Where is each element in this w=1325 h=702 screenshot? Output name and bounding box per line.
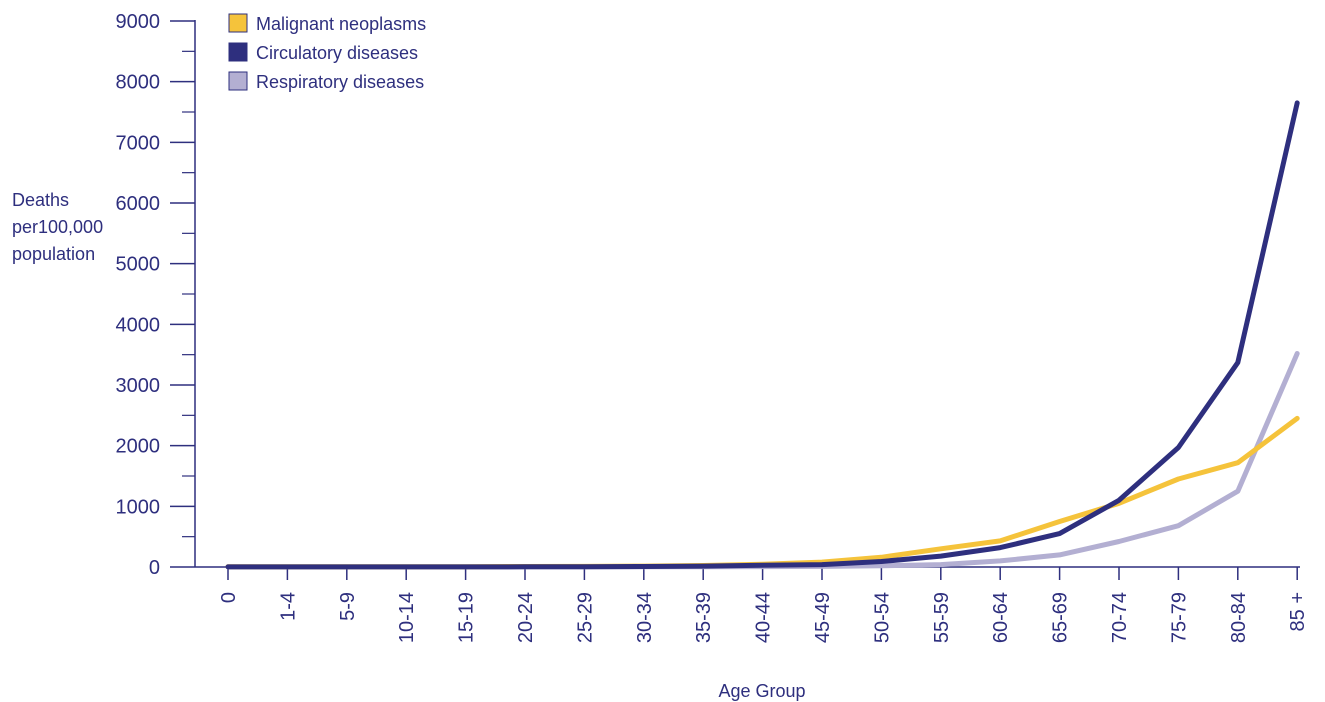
x-tick-label: 10-14 [396,592,418,643]
y-tick-label: 8000 [116,72,161,94]
x-tick-label: 80-84 [1228,592,1250,643]
legend-swatch-circulatory-diseases [228,42,248,62]
x-tick-label: 75-79 [1168,592,1190,643]
y-axis-title-line-1: Deaths [12,190,69,210]
x-tick-label: 1-4 [277,592,299,621]
series-lines [225,100,1300,570]
x-tick-label: 20-24 [515,592,537,643]
x-tick-label: 5-9 [337,592,359,621]
y-tick-label: 6000 [116,193,161,215]
y-tick-label: 0 [149,557,160,579]
x-tick-label: 55-59 [931,592,953,643]
legend-label-malignant-neoplasms: Malignant neoplasms [256,14,426,34]
x-tick-label: 35-39 [693,592,715,643]
x-tick-label: 65-69 [1050,592,1072,643]
y-tick-label: 3000 [116,375,161,397]
x-axis-title: Age Group [718,681,805,701]
y-tick-label: 9000 [116,11,161,33]
x-tick-label: 0 [218,592,240,603]
x-tick-label: 85 + [1287,592,1309,631]
x-axis: 0 1-4 5-9 10-14 15-19 20-24 25-29 30-34 35-39 40-… [195,566,1309,643]
y-tick-label: 2000 [116,436,161,458]
legend-label-respiratory-diseases: Respiratory diseases [256,72,424,92]
y-tick-label: 5000 [116,254,161,276]
y-tick-label: 7000 [116,132,161,154]
legend: Malignant neoplasms Circulatory diseases… [228,13,426,92]
x-tick-label: 30-34 [634,592,656,643]
x-ticks: 0 1-4 5-9 10-14 15-19 20-24 25-29 30-34 35-39 40-… [218,567,1309,643]
x-tick-label: 50-54 [871,592,893,643]
y-axis-title-line-3: population [12,244,95,264]
legend-swatch-respiratory-diseases [228,71,248,91]
series-line-respiratory-diseases [225,351,1300,570]
x-tick-label: 40-44 [753,592,775,643]
x-tick-label: 70-74 [1109,592,1131,643]
x-tick-label: 15-19 [456,592,478,643]
legend-label-circulatory-diseases: Circulatory diseases [256,43,418,63]
y-ticks: 0 1000 2000 3000 4000 5000 6000 7000 8000 9000 [116,11,195,579]
y-tick-label: 4000 [116,314,161,336]
x-tick-label: 25-29 [574,592,596,643]
series-line-circulatory-diseases [225,100,1300,570]
y-axis-title-line-2: per100,000 [12,217,103,237]
x-tick-label: 45-49 [812,592,834,643]
y-axis: 0 1000 2000 3000 4000 5000 6000 7000 8000 9000 [116,11,196,579]
series-line-malignant-neoplasms [225,415,1300,570]
y-axis-title: Deaths per100,000 population [12,190,103,264]
legend-swatch-malignant-neoplasms [228,13,248,33]
y-tick-label: 1000 [116,496,161,518]
x-tick-label: 60-64 [990,592,1012,643]
